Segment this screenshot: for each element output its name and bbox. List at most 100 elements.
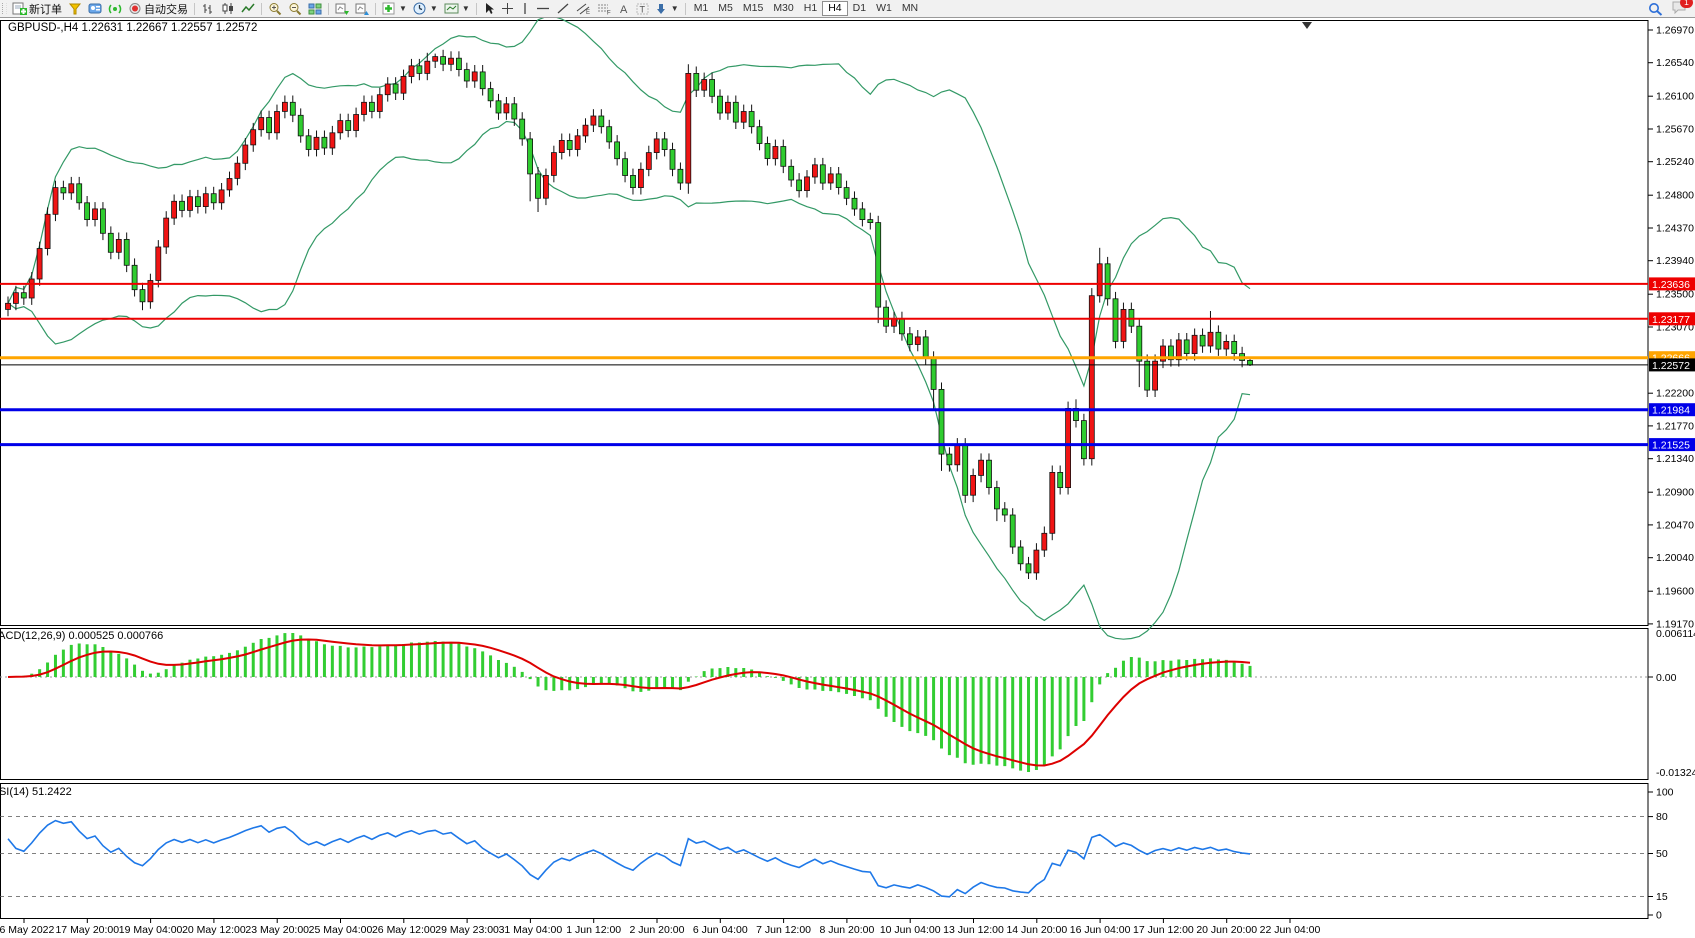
bull-candle [740, 111, 747, 123]
bear-candle [606, 126, 613, 143]
bear-candle [780, 146, 787, 167]
timeframe-h1-button[interactable]: H1 [803, 2, 818, 14]
notifications-button[interactable]: 1 [1671, 0, 1693, 17]
cursor-tool-button[interactable] [480, 1, 498, 16]
new-order-button[interactable]: 新订单 [9, 1, 65, 16]
bull-candle [250, 129, 257, 146]
text-tool-button[interactable]: A [615, 1, 633, 16]
time-tick-label: 19 May 04:00 [119, 924, 183, 936]
bear-candle [899, 318, 905, 335]
horizontal-line-tool-button[interactable] [533, 1, 553, 16]
price-tick-label: 1.26100 [1656, 91, 1694, 103]
zoom-in-button[interactable] [265, 1, 285, 16]
templates-dropdown-caret[interactable]: ▼ [461, 4, 470, 13]
price-tick-label: 1.23940 [1656, 255, 1694, 267]
timeframe-m15-button[interactable]: M15 [742, 2, 764, 14]
bar-chart-button[interactable] [198, 1, 218, 16]
bull-candle [1120, 308, 1127, 342]
terminal-button[interactable] [85, 1, 105, 16]
bear-candle [851, 197, 858, 210]
search-icon[interactable] [1648, 2, 1663, 16]
timeframe-d1-button[interactable]: D1 [852, 2, 867, 14]
line-chart-button[interactable] [238, 1, 258, 16]
bull-candle [812, 164, 818, 178]
chart-profiles-button[interactable] [352, 1, 372, 16]
price-tick-label: 1.26970 [1656, 25, 1694, 37]
rsi-pane[interactable] [0, 783, 1649, 919]
bull-candle [701, 79, 708, 91]
tile-windows-button[interactable] [305, 1, 325, 16]
rsi-line [7, 819, 1251, 898]
pane-separator[interactable] [0, 626, 1648, 627]
time-tick-label: 1 Jun 12:00 [566, 924, 621, 936]
bear-candle [1168, 345, 1174, 361]
bull-candle [432, 56, 439, 62]
pane-labels: GBPUSD-,H4 1.22631 1.22667 1.22557 1.225… [0, 22, 257, 798]
timeframe-m30-button[interactable]: M30 [773, 2, 794, 14]
text-label-icon: T [636, 2, 649, 15]
bull-candle [218, 189, 225, 204]
metaeditor-button[interactable] [65, 1, 85, 16]
zoom-out-button[interactable] [285, 1, 305, 16]
time-tick-label: 8 Jun 20:00 [819, 924, 874, 936]
periods-dropdown-caret[interactable]: ▼ [429, 4, 438, 13]
chart-shift-marker[interactable] [1302, 22, 1312, 29]
bull-candle [558, 139, 565, 153]
svg-text:F: F [607, 11, 611, 16]
bear-candle [835, 173, 842, 188]
timeframe-m1-button[interactable]: M1 [693, 2, 709, 14]
bull-candle [313, 136, 320, 150]
bull-candle [1041, 532, 1048, 551]
bull-candle [44, 213, 51, 250]
bear-candle [669, 149, 676, 170]
chart-panes[interactable] [0, 20, 1649, 919]
arrows-tool-button[interactable]: ▼ [652, 1, 682, 16]
candlestick-chart-button[interactable] [218, 1, 238, 16]
pane-separator[interactable] [0, 780, 1648, 782]
indicators-dropdown-caret[interactable]: ▼ [399, 4, 407, 13]
main-price-pane[interactable] [0, 20, 1649, 626]
bull-candle [155, 246, 162, 281]
channel-tool-button[interactable]: E [573, 1, 594, 16]
timeframe-w1-button[interactable]: W1 [876, 2, 892, 14]
macd-pane[interactable] [0, 628, 1649, 780]
bollinger-bands [7, 15, 1251, 640]
bull-candle [954, 444, 961, 466]
bollinger-upper-band [7, 15, 1251, 388]
bear-candle [440, 56, 447, 65]
arrows-dropdown-caret[interactable]: ▼ [670, 4, 679, 13]
new-chart-button[interactable] [332, 1, 352, 16]
timeframe-m5-button[interactable]: M5 [718, 2, 733, 14]
crosshair-tool-button[interactable] [498, 1, 517, 16]
candlestick-series [5, 49, 1253, 580]
timeframe-h4-button[interactable]: H4 [822, 1, 848, 16]
indicators-button[interactable]: ▼ [379, 1, 410, 16]
bear-candle [717, 95, 723, 114]
price-tick-label: 1.24370 [1656, 223, 1694, 235]
bull-candle [28, 278, 35, 299]
bear-candle [994, 487, 1000, 510]
fibonacci-tool-button[interactable]: F [594, 1, 615, 16]
periods-button[interactable]: ▼ [410, 1, 441, 16]
timeframe-mn-button[interactable]: MN [901, 2, 919, 14]
resistance-line-2-badge-label: 1.23177 [1652, 314, 1690, 326]
bear-candle [297, 114, 304, 137]
macd-axis-zero: 0.00 [1656, 672, 1677, 684]
toolbar-drag-handle[interactable] [2, 3, 7, 14]
autotrading-button[interactable]: 自动交易 [125, 1, 191, 16]
templates-button[interactable]: ▼ [441, 1, 473, 16]
svg-text:T: T [639, 5, 645, 15]
horizontal-lines[interactable] [0, 22, 1648, 447]
signals-button[interactable] [105, 1, 125, 16]
candlestick-chart-icon [221, 2, 235, 15]
vertical-line-tool-button[interactable] [517, 1, 533, 16]
text-label-tool-button[interactable]: T [633, 1, 652, 16]
price-axis[interactable]: 1.26970 1.26540 1.26100 1.25670 1.25240 1.248… [1648, 25, 1695, 631]
svg-text:E: E [586, 10, 590, 15]
bull-candle [1096, 263, 1103, 297]
bull-candle [645, 152, 652, 170]
trendline-tool-button[interactable] [553, 1, 573, 16]
zoom-in-icon [268, 2, 282, 15]
